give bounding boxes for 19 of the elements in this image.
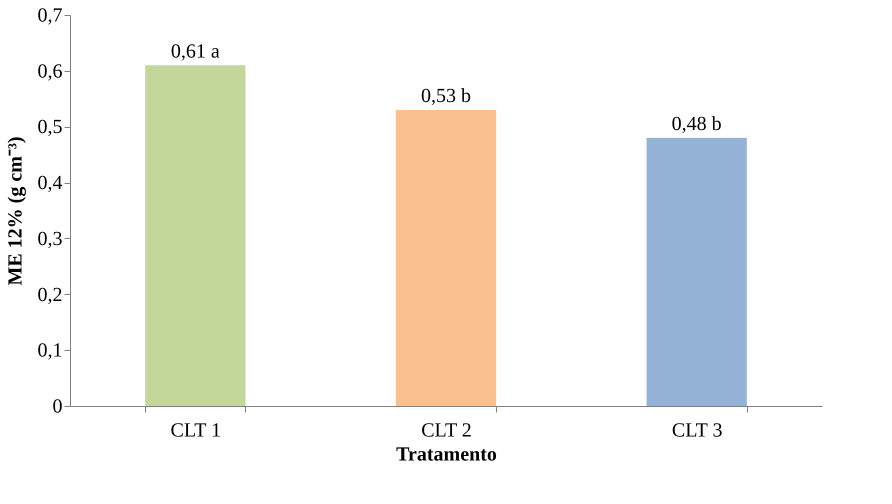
x-tick-label: CLT 3 <box>672 420 722 442</box>
x-axis-title: Tratamento <box>396 444 497 466</box>
data-label: 0,53 b <box>421 84 471 107</box>
bar <box>646 138 747 406</box>
y-tick-label: 0,1 <box>38 340 62 362</box>
y-tick-label: 0,3 <box>38 228 62 250</box>
data-label: 0,48 b <box>672 112 722 135</box>
bar <box>396 110 496 406</box>
y-tick-label: 0,6 <box>38 60 62 82</box>
bar <box>145 65 246 406</box>
y-tick-label: 0,7 <box>38 4 62 26</box>
x-tick-label: CLT 1 <box>170 420 222 442</box>
y-tick-label: 0,4 <box>38 172 62 194</box>
x-tick-label: CLT 2 <box>421 420 472 442</box>
y-tick-label: 0,2 <box>38 284 62 306</box>
y-tick-label: 0,5 <box>38 116 62 138</box>
y-tick-label: 0 <box>52 396 62 418</box>
data-label: 0,61 a <box>170 40 220 62</box>
y-axis-title: ME 12% (g cm⁻³) <box>4 136 26 286</box>
